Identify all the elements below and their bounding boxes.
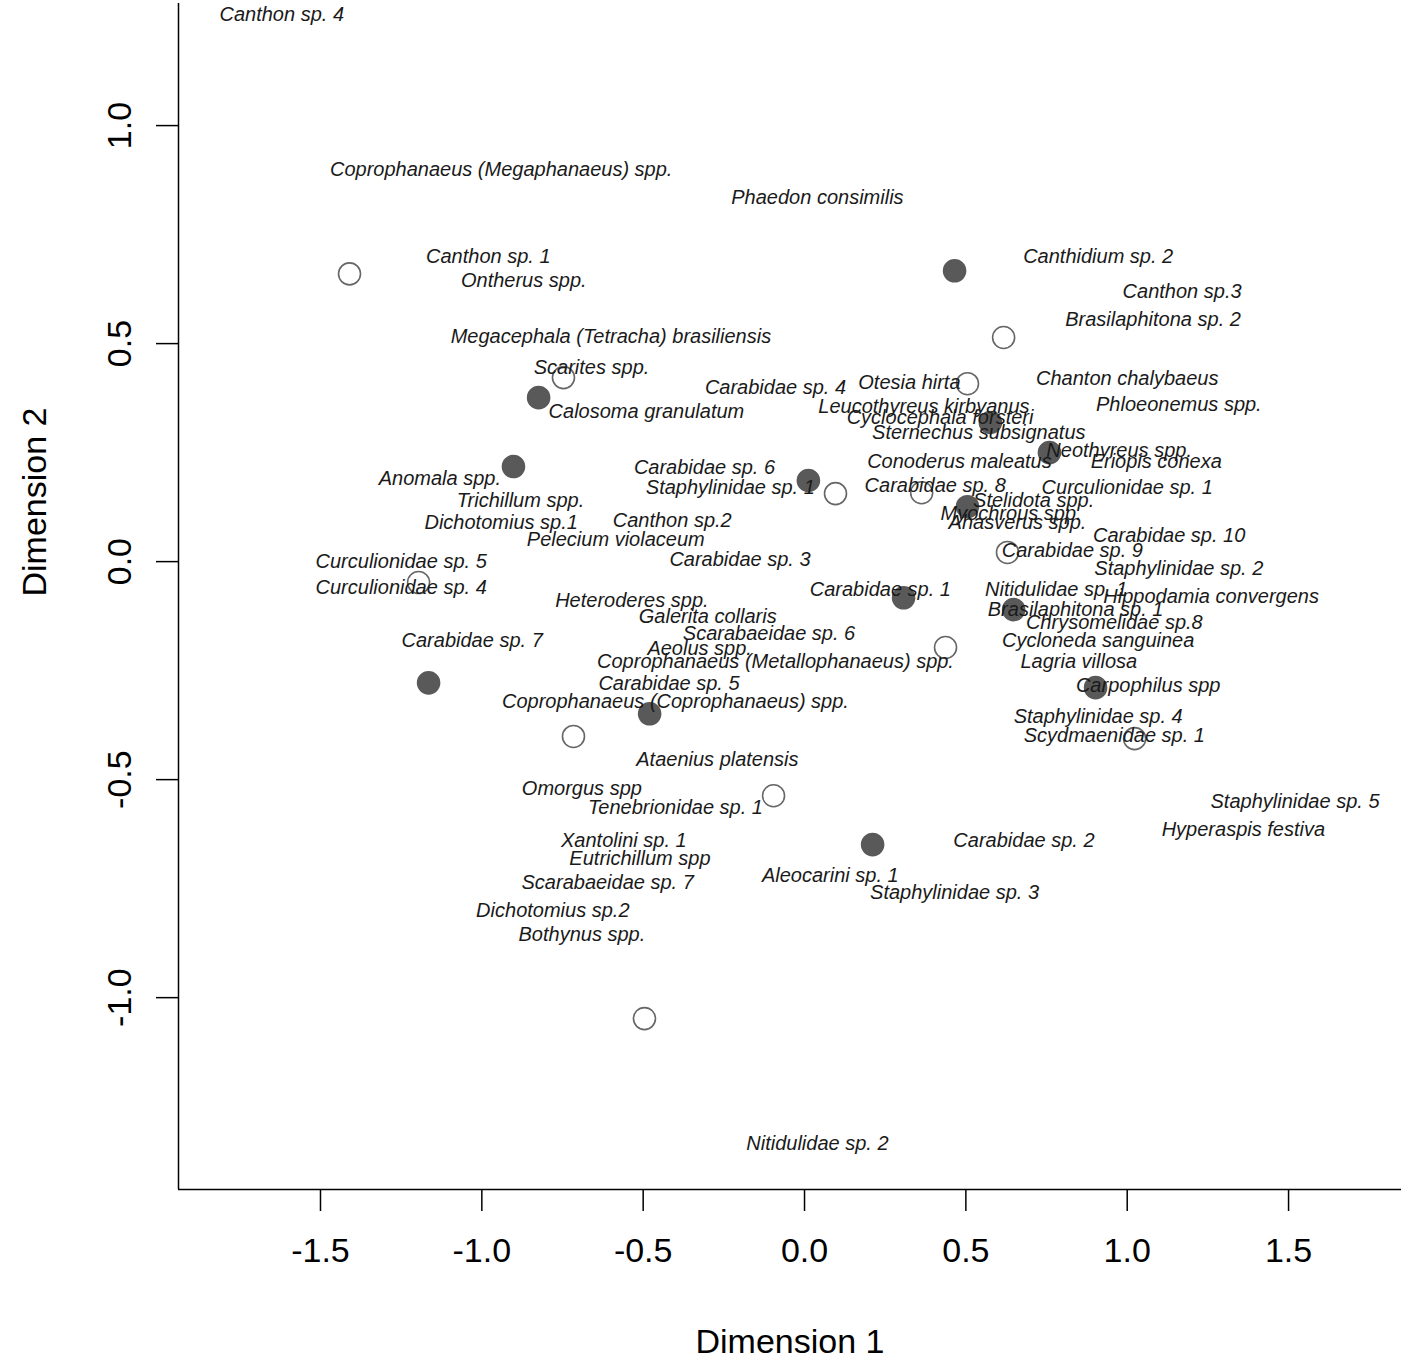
svg-text:Curculionidae sp. 4: Curculionidae sp. 4 bbox=[316, 576, 487, 598]
svg-text:Carabidae sp. 4: Carabidae sp. 4 bbox=[704, 375, 847, 398]
svg-text:Scarites spp.: Scarites spp. bbox=[534, 356, 650, 378]
svg-text:Carabidae sp. 6: Carabidae sp. 6 bbox=[633, 456, 776, 479]
svg-text:1.0: 1.0 bbox=[1104, 1231, 1151, 1269]
svg-text:-1.0: -1.0 bbox=[453, 1231, 512, 1269]
svg-text:Nitidulidae sp. 2: Nitidulidae sp. 2 bbox=[746, 1132, 888, 1154]
svg-text:Canthon sp.3: Canthon sp.3 bbox=[1123, 280, 1242, 302]
svg-text:Chanton chalybaeus: Chanton chalybaeus bbox=[1036, 367, 1218, 389]
svg-text:Carabidae sp. 8: Carabidae sp. 8 bbox=[864, 473, 1006, 496]
svg-text:Curculionidae sp. 5: Curculionidae sp. 5 bbox=[316, 550, 488, 572]
svg-text:0.0: 0.0 bbox=[100, 538, 138, 585]
svg-text:Staphylinidae sp. 1: Staphylinidae sp. 1 bbox=[646, 476, 815, 498]
svg-text:0.5: 0.5 bbox=[100, 320, 138, 367]
svg-text:-0.5: -0.5 bbox=[100, 750, 138, 809]
svg-text:Staphylinidae sp. 4: Staphylinidae sp. 4 bbox=[1013, 704, 1183, 727]
svg-text:Pelecium violaceum: Pelecium violaceum bbox=[526, 528, 705, 551]
svg-text:Phaedon consimilis: Phaedon consimilis bbox=[731, 186, 903, 208]
svg-text:Tenebrionidae sp. 1: Tenebrionidae sp. 1 bbox=[588, 796, 763, 818]
svg-text:Carabidae sp. 10: Carabidae sp. 10 bbox=[1093, 523, 1246, 546]
svg-text:Anomala spp.: Anomala spp. bbox=[378, 467, 501, 489]
svg-text:Dichotomius sp.1: Dichotomius sp.1 bbox=[424, 510, 578, 533]
svg-text:Bothynus spp.: Bothynus spp. bbox=[518, 923, 645, 945]
svg-text:Staphylinidae sp. 3: Staphylinidae sp. 3 bbox=[870, 881, 1039, 903]
svg-text:Conoderus maleatus: Conoderus maleatus bbox=[867, 450, 1052, 472]
svg-text:Heteroderes spp.: Heteroderes spp. bbox=[555, 589, 709, 612]
svg-text:Cyclocephala forsteri: Cyclocephala forsteri bbox=[846, 406, 1034, 429]
svg-text:Carabidae sp. 2: Carabidae sp. 2 bbox=[953, 829, 1094, 851]
svg-text:Carabidae sp. 9: Carabidae sp. 9 bbox=[1001, 539, 1143, 562]
svg-text:Lagria villosa: Lagria villosa bbox=[1020, 650, 1137, 672]
svg-text:Coprophanaeus (Megaphanaeus) s: Coprophanaeus (Megaphanaeus) spp. bbox=[330, 158, 672, 180]
svg-text:1.5: 1.5 bbox=[1265, 1231, 1312, 1269]
svg-text:Megacephala (Tetracha) brasili: Megacephala (Tetracha) brasiliensis bbox=[451, 325, 772, 347]
svg-text:Curculionidae sp. 1: Curculionidae sp. 1 bbox=[1041, 475, 1213, 498]
svg-text:1.0: 1.0 bbox=[100, 102, 138, 149]
svg-text:Sternechus subsignatus: Sternechus subsignatus bbox=[872, 421, 1086, 444]
svg-text:Coprophanaeus (Metallophanaeus: Coprophanaeus (Metallophanaeus) spp. bbox=[597, 650, 954, 672]
svg-text:Staphylinidae sp. 2: Staphylinidae sp. 2 bbox=[1094, 557, 1263, 579]
svg-text:Eriopis conexa: Eriopis conexa bbox=[1091, 450, 1222, 472]
svg-text:Phloeonemus spp.: Phloeonemus spp. bbox=[1096, 393, 1262, 415]
svg-text:Omorgus spp: Omorgus spp bbox=[521, 776, 642, 799]
svg-text:Trichillum spp.: Trichillum spp. bbox=[457, 489, 584, 511]
svg-text:0.0: 0.0 bbox=[781, 1231, 828, 1269]
svg-text:Aleocarini sp. 1: Aleocarini sp. 1 bbox=[762, 864, 899, 886]
svg-text:-0.5: -0.5 bbox=[614, 1231, 673, 1269]
svg-text:Canthon sp.2: Canthon sp.2 bbox=[612, 508, 732, 531]
svg-text:Dimension 2: Dimension 2 bbox=[15, 408, 53, 597]
svg-text:Canthon sp. 4: Canthon sp. 4 bbox=[219, 3, 344, 25]
svg-text:Eutrichillum spp: Eutrichillum spp bbox=[569, 847, 710, 869]
svg-text:Scydmaenidae sp. 1: Scydmaenidae sp. 1 bbox=[1024, 724, 1205, 746]
svg-text:Stelidota spp.: Stelidota spp. bbox=[973, 489, 1095, 511]
svg-text:Calosoma granulatum: Calosoma granulatum bbox=[549, 400, 745, 422]
svg-text:Carpophilus spp: Carpophilus spp bbox=[1076, 674, 1221, 696]
svg-text:Canthon sp. 1: Canthon sp. 1 bbox=[426, 245, 551, 267]
svg-text:Brasilaphitona sp. 2: Brasilaphitona sp. 2 bbox=[1065, 308, 1241, 330]
svg-text:Hippodamia convergens: Hippodamia convergens bbox=[1103, 584, 1319, 607]
svg-text:Canthidium sp. 2: Canthidium sp. 2 bbox=[1023, 245, 1173, 267]
svg-text:Chrysomelidae sp.8: Chrysomelidae sp.8 bbox=[1025, 611, 1203, 634]
svg-text:Carabidae sp. 1: Carabidae sp. 1 bbox=[810, 578, 951, 600]
svg-text:Cycloneda sanguinea: Cycloneda sanguinea bbox=[1002, 629, 1194, 651]
svg-text:Ahasverus spp.: Ahasverus spp. bbox=[948, 511, 1087, 533]
svg-text:Ontherus spp.: Ontherus spp. bbox=[461, 269, 587, 291]
svg-text:-1.0: -1.0 bbox=[100, 968, 138, 1027]
svg-text:Coprophanaeus (Coprophanaeus): Coprophanaeus (Coprophanaeus) spp. bbox=[502, 690, 849, 712]
svg-text:Scarabaeidae sp. 6: Scarabaeidae sp. 6 bbox=[682, 622, 856, 644]
svg-text:-1.5: -1.5 bbox=[291, 1231, 350, 1269]
svg-text:Brasilaphitona sp. 1: Brasilaphitona sp. 1 bbox=[987, 598, 1164, 620]
svg-text:Carabidae sp. 3: Carabidae sp. 3 bbox=[669, 548, 810, 570]
svg-text:Ataenius platensis: Ataenius platensis bbox=[635, 748, 798, 770]
svg-text:Galerita collaris: Galerita collaris bbox=[638, 604, 777, 627]
svg-text:Xantolini sp. 1: Xantolini sp. 1 bbox=[561, 829, 687, 852]
svg-text:Carabidae sp. 5: Carabidae sp. 5 bbox=[598, 672, 740, 695]
svg-text:Otesia hirta: Otesia hirta bbox=[858, 371, 960, 393]
svg-text:Scarabaeidae sp. 7: Scarabaeidae sp. 7 bbox=[522, 870, 695, 892]
svg-text:Staphylinidae sp. 5: Staphylinidae sp. 5 bbox=[1211, 790, 1381, 812]
svg-text:Dimension 1: Dimension 1 bbox=[696, 1322, 885, 1360]
svg-text:Hyperaspis festiva: Hyperaspis festiva bbox=[1162, 818, 1325, 840]
svg-text:Carabidae sp. 7: Carabidae sp. 7 bbox=[402, 629, 544, 651]
svg-text:Dichotomius sp.2: Dichotomius sp.2 bbox=[476, 899, 629, 921]
svg-text:0.5: 0.5 bbox=[942, 1231, 989, 1269]
svg-text:Aeolus spp.: Aeolus spp. bbox=[647, 637, 752, 660]
